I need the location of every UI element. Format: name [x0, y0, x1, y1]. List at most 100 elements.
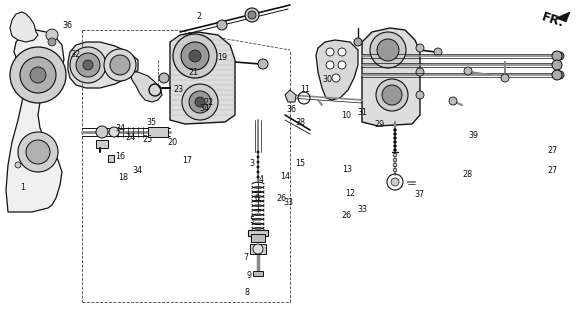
- Circle shape: [393, 153, 397, 157]
- Text: 31: 31: [357, 108, 367, 117]
- Text: 4: 4: [258, 175, 263, 184]
- Circle shape: [394, 137, 397, 140]
- Text: 8: 8: [245, 288, 250, 297]
- Circle shape: [338, 61, 346, 69]
- Text: 22: 22: [203, 98, 213, 107]
- Circle shape: [338, 48, 346, 56]
- Circle shape: [182, 84, 218, 120]
- Circle shape: [257, 176, 259, 178]
- Text: 34: 34: [199, 104, 209, 113]
- Circle shape: [464, 67, 472, 75]
- Bar: [248, 230, 268, 236]
- Circle shape: [257, 156, 259, 158]
- Text: 36: 36: [287, 105, 297, 114]
- Circle shape: [416, 68, 424, 76]
- Circle shape: [217, 20, 227, 30]
- Text: 26: 26: [342, 211, 352, 220]
- Circle shape: [332, 74, 340, 82]
- Circle shape: [501, 74, 509, 82]
- Text: 33: 33: [357, 205, 367, 214]
- Text: 14: 14: [280, 172, 291, 180]
- Circle shape: [30, 67, 46, 83]
- Circle shape: [326, 48, 334, 56]
- Polygon shape: [362, 28, 420, 126]
- Circle shape: [18, 132, 58, 172]
- Circle shape: [189, 91, 211, 113]
- Polygon shape: [96, 140, 108, 148]
- Circle shape: [258, 59, 268, 69]
- Polygon shape: [130, 72, 162, 102]
- Circle shape: [326, 61, 334, 69]
- Text: 35: 35: [146, 118, 156, 127]
- Circle shape: [354, 38, 362, 46]
- Polygon shape: [556, 12, 570, 22]
- Circle shape: [83, 60, 93, 70]
- Text: 38: 38: [295, 118, 305, 127]
- Circle shape: [434, 48, 442, 56]
- Circle shape: [257, 166, 259, 168]
- Circle shape: [370, 32, 406, 68]
- Text: 27: 27: [547, 166, 557, 175]
- Circle shape: [104, 49, 136, 81]
- Circle shape: [159, 73, 169, 83]
- Circle shape: [393, 158, 397, 162]
- Text: 34: 34: [132, 166, 143, 175]
- Text: 11: 11: [299, 85, 310, 94]
- Polygon shape: [108, 155, 114, 162]
- Text: 28: 28: [462, 170, 473, 179]
- Circle shape: [70, 47, 106, 83]
- Text: 23: 23: [173, 85, 184, 94]
- Circle shape: [556, 52, 564, 60]
- Circle shape: [257, 171, 259, 173]
- Text: 34: 34: [115, 124, 125, 132]
- Text: 21: 21: [188, 68, 199, 76]
- Circle shape: [416, 91, 424, 99]
- Circle shape: [245, 8, 259, 22]
- Polygon shape: [316, 40, 358, 100]
- Text: 15: 15: [295, 159, 305, 168]
- Circle shape: [391, 178, 399, 186]
- Text: 17: 17: [182, 156, 193, 164]
- Circle shape: [253, 244, 263, 254]
- Circle shape: [110, 55, 130, 75]
- Text: 5: 5: [250, 216, 254, 225]
- Text: 27: 27: [547, 146, 557, 155]
- Polygon shape: [10, 12, 38, 42]
- Text: 19: 19: [217, 53, 228, 62]
- Circle shape: [76, 53, 100, 77]
- Circle shape: [449, 97, 457, 105]
- Bar: [251, 234, 265, 242]
- Text: 12: 12: [345, 189, 356, 198]
- Circle shape: [20, 57, 56, 93]
- Polygon shape: [68, 42, 138, 88]
- Circle shape: [393, 163, 397, 167]
- Text: 16: 16: [115, 152, 125, 161]
- Circle shape: [394, 129, 397, 132]
- Circle shape: [393, 168, 397, 172]
- Circle shape: [394, 140, 397, 143]
- Text: FR.: FR.: [540, 10, 566, 30]
- Text: 36: 36: [62, 21, 73, 30]
- Text: 20: 20: [168, 138, 178, 147]
- Text: 33: 33: [283, 198, 294, 207]
- Bar: [253, 271, 263, 276]
- Text: 39: 39: [468, 131, 479, 140]
- Circle shape: [26, 140, 50, 164]
- Text: 10: 10: [340, 111, 351, 120]
- Polygon shape: [285, 90, 296, 102]
- Circle shape: [48, 38, 56, 46]
- Text: 13: 13: [342, 165, 352, 174]
- Circle shape: [394, 148, 397, 151]
- Circle shape: [394, 145, 397, 148]
- Circle shape: [10, 47, 66, 103]
- Circle shape: [195, 97, 205, 107]
- Polygon shape: [170, 32, 235, 124]
- Text: 18: 18: [118, 173, 128, 182]
- Circle shape: [416, 44, 424, 52]
- Text: 3: 3: [250, 159, 254, 168]
- Circle shape: [552, 60, 562, 70]
- Text: 29: 29: [374, 120, 385, 129]
- Text: 1: 1: [20, 183, 25, 192]
- Text: 26: 26: [276, 194, 287, 203]
- Circle shape: [382, 85, 402, 105]
